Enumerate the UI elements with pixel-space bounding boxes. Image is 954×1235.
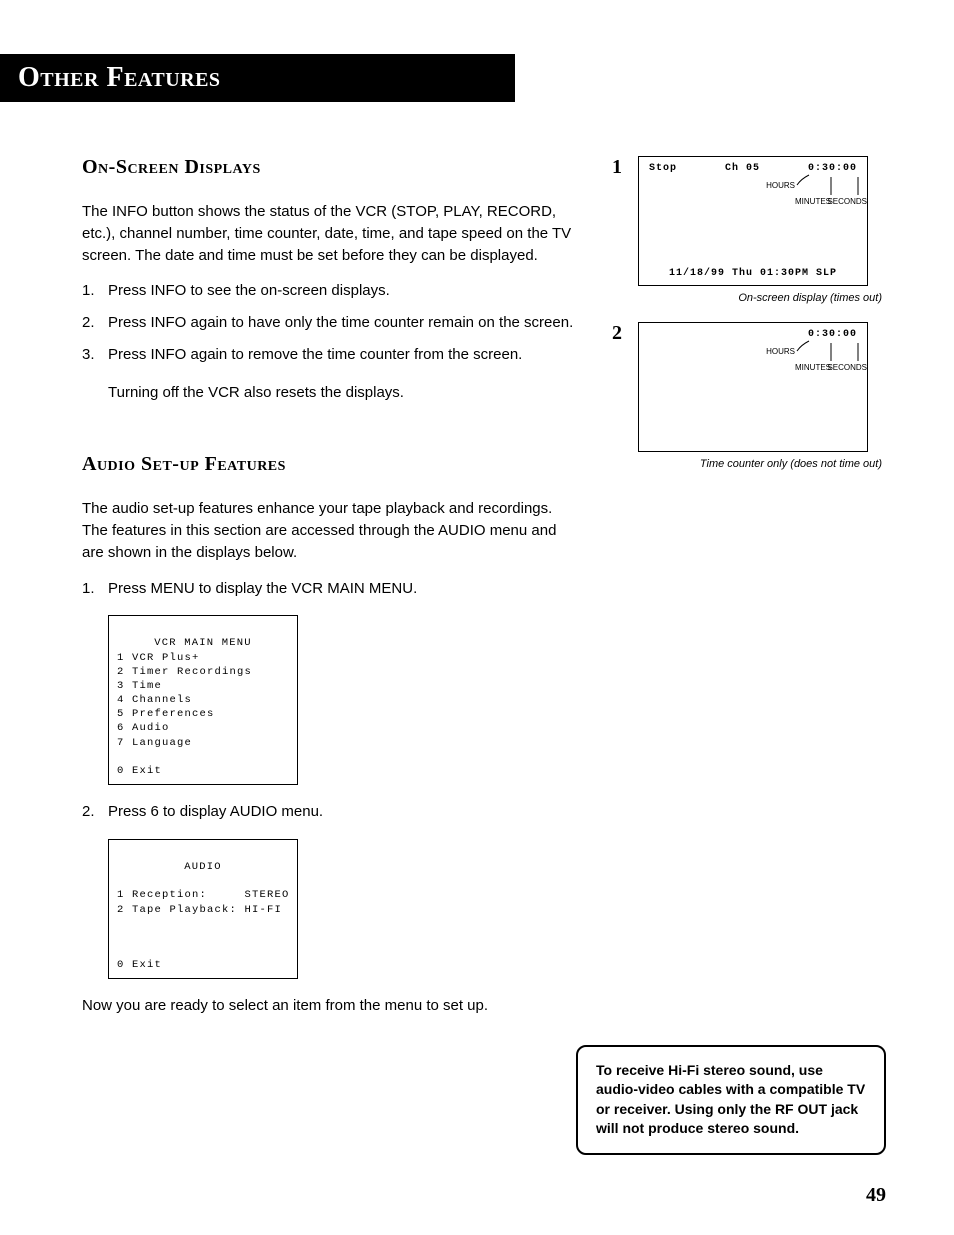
diagram-number: 2 (612, 322, 630, 345)
diagram-number: 1 (612, 156, 630, 179)
label-hours: HOURS (766, 181, 795, 190)
menu-exit: 0 Exit (117, 765, 162, 777)
label-minutes: MINUTES (795, 363, 831, 372)
menu-item: 2 Timer Recordings (117, 666, 252, 678)
section-audio-outro: Now you are ready to select an item from… (82, 995, 582, 1017)
section-audio-heading: Audio Set-up Features (82, 453, 582, 476)
step-text: Press 6 to display AUDIO menu. (82, 801, 582, 823)
section-audio-steps: Press MENU to display the VCR MAIN MENU. (82, 578, 582, 600)
section-audio-steps-2: Press 6 to display AUDIO menu. (82, 801, 582, 823)
right-column: 1 Stop Ch 05 0:30:00 HOURS MINUTES SECON… (612, 156, 882, 1031)
menu-item: 1 Reception: STEREO (117, 889, 290, 901)
audio-menu-box: AUDIO 1 Reception: STEREO 2 Tape Playbac… (108, 839, 298, 979)
main-columns: On-Screen Displays The INFO button shows… (82, 156, 882, 1031)
step-text: Press INFO again to remove the time coun… (82, 344, 582, 366)
section-audio-intro: The audio set-up features enhance your t… (82, 498, 582, 563)
step-text: Press INFO again to have only the time c… (82, 312, 582, 334)
section-onscreen-steps: Press INFO to see the on-screen displays… (82, 280, 582, 365)
callout-lines-icon (639, 157, 867, 285)
diagram-1-row: 1 Stop Ch 05 0:30:00 HOURS MINUTES SECON… (612, 156, 882, 286)
osd-status: Stop (649, 163, 677, 174)
vcr-main-menu-box: VCR MAIN MENU 1 VCR Plus+ 2 Timer Recordi… (108, 615, 298, 785)
menu-title: AUDIO (117, 860, 289, 874)
menu-item: 4 Channels (117, 694, 192, 706)
page-number: 49 (866, 1184, 886, 1207)
section-onscreen-heading: On-Screen Displays (82, 156, 582, 179)
osd-box-counter: 0:30:00 HOURS MINUTES SECONDS (638, 322, 868, 452)
page-title-bar: Other Features (0, 54, 515, 102)
diagram-2-caption: Time counter only (does not time out) (612, 458, 882, 470)
diagram-2-row: 2 0:30:00 HOURS MINUTES SECONDS (612, 322, 882, 452)
menu-exit: 0 Exit (117, 958, 162, 972)
label-minutes: MINUTES (795, 197, 831, 206)
section-onscreen-intro: The INFO button shows the status of the … (82, 201, 582, 266)
callout-lines-icon (639, 323, 867, 451)
label-seconds: SECONDS (827, 363, 867, 372)
menu-item: 5 Preferences (117, 708, 215, 720)
osd-counter: 0:30:00 (808, 163, 857, 174)
osd-datetime: 11/18/99 Thu 01:30PM SLP (639, 268, 867, 279)
osd-counter: 0:30:00 (808, 329, 857, 340)
osd-box-full: Stop Ch 05 0:30:00 HOURS MINUTES SECONDS… (638, 156, 868, 286)
label-seconds: SECONDS (827, 197, 867, 206)
left-column: On-Screen Displays The INFO button shows… (82, 156, 582, 1031)
diagram-1-caption: On-screen display (times out) (612, 292, 882, 304)
label-hours: HOURS (766, 347, 795, 356)
step-text: Press INFO to see the on-screen displays… (82, 280, 582, 302)
menu-item: 3 Time (117, 680, 162, 692)
menu-item: 2 Tape Playback: HI-FI (117, 904, 282, 916)
osd-channel: Ch 05 (725, 163, 760, 174)
menu-item: 1 VCR Plus+ (117, 652, 200, 664)
menu-item: 6 Audio (117, 722, 170, 734)
section-onscreen-note: Turning off the VCR also resets the disp… (82, 382, 582, 404)
step-text: Press MENU to display the VCR MAIN MENU. (82, 578, 582, 600)
page-title: Other Features (18, 62, 515, 94)
menu-item: 7 Language (117, 737, 192, 749)
menu-title: VCR MAIN MENU (117, 636, 289, 650)
hifi-note-box: To receive Hi-Fi stereo sound, use audio… (576, 1045, 886, 1155)
